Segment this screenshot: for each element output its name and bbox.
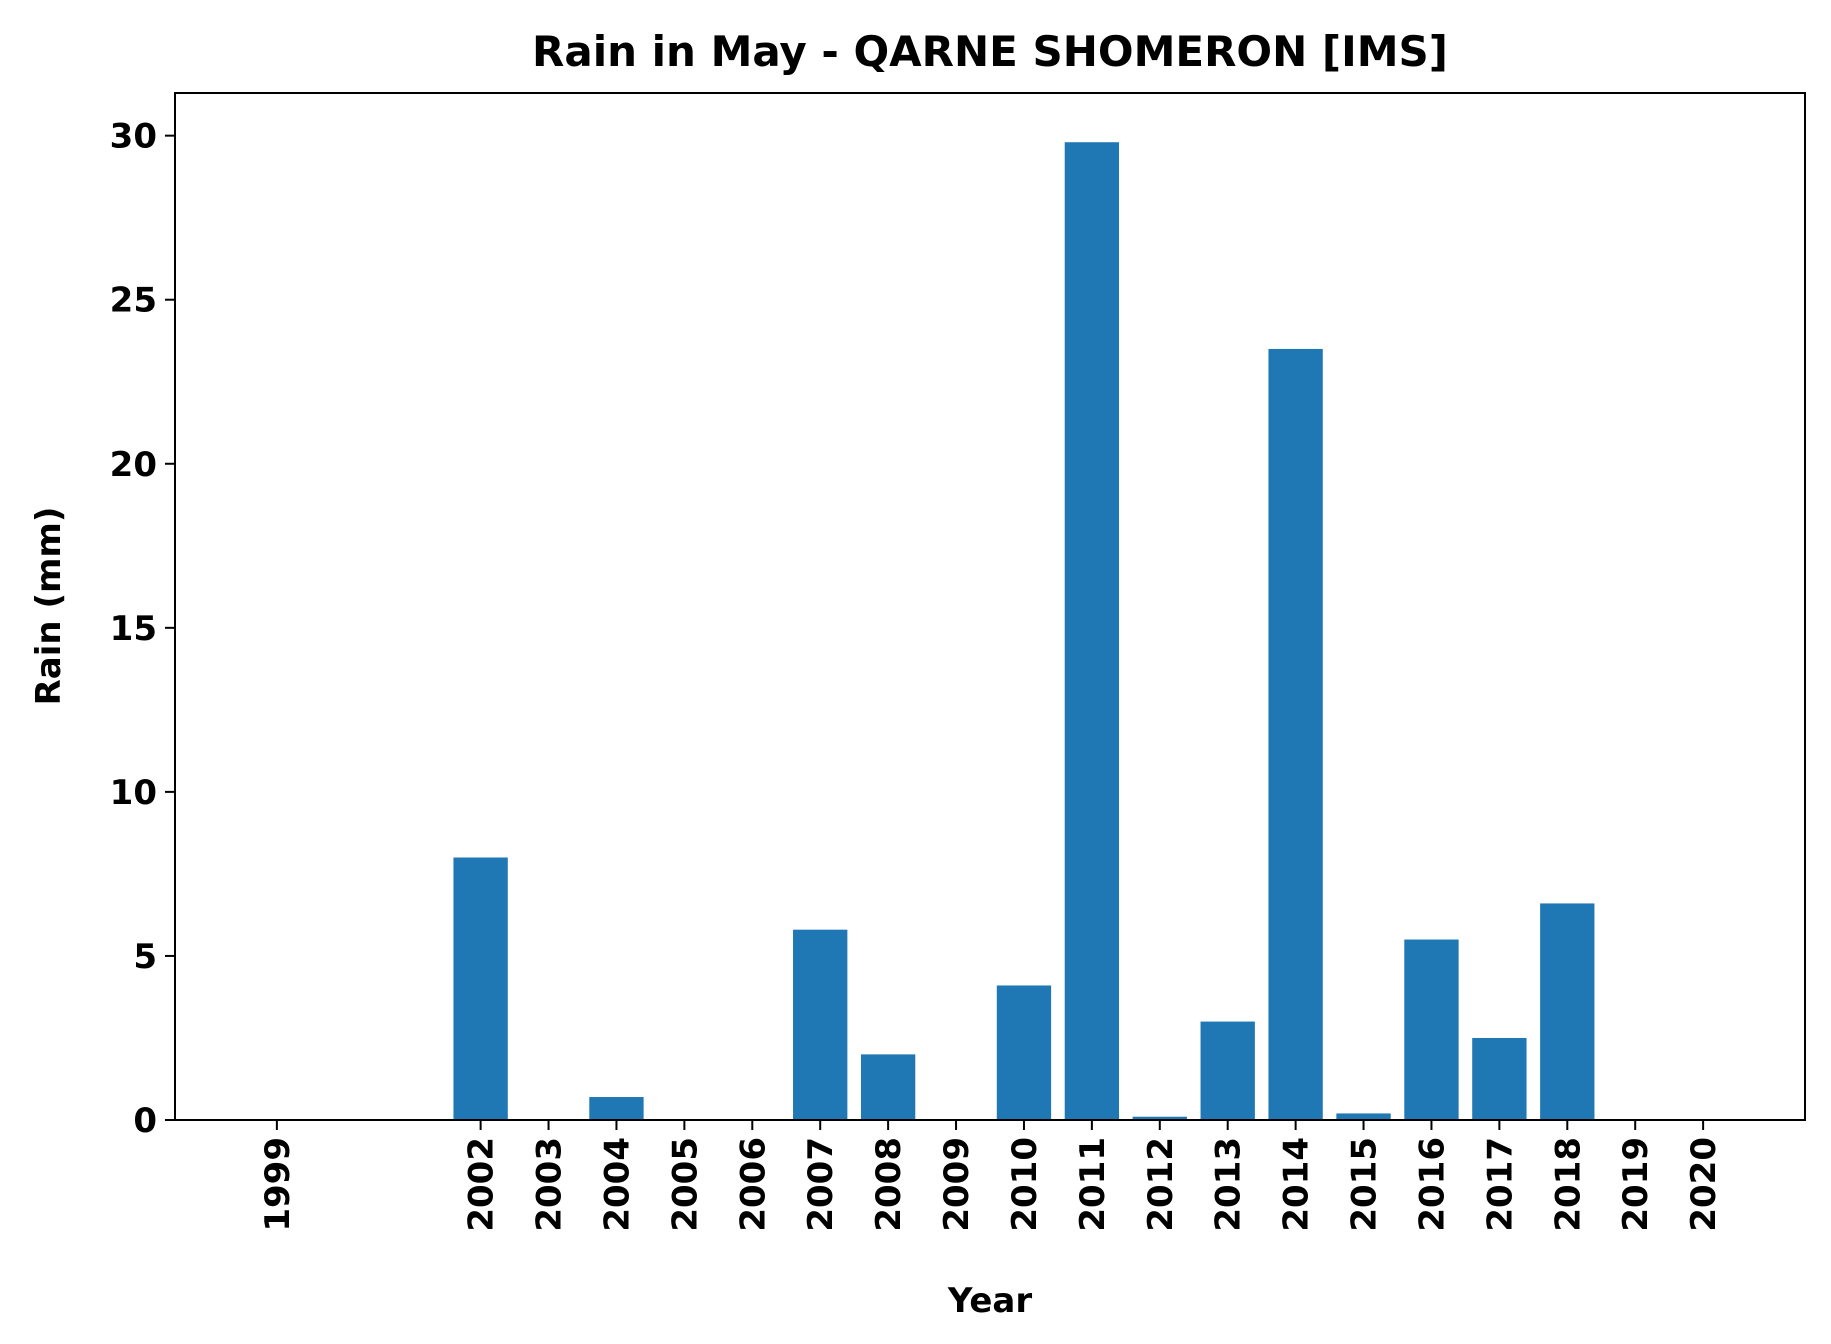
chart-title: Rain in May - QARNE SHOMERON [IMS]: [532, 27, 1448, 76]
x-tick-label-2012: 2012: [1141, 1137, 1181, 1232]
x-tick-label-2003: 2003: [530, 1137, 570, 1232]
y-axis-label: Rain (mm): [29, 507, 69, 706]
y-tick-label-10: 10: [110, 773, 157, 813]
x-tick-label-2013: 2013: [1209, 1137, 1249, 1232]
x-tick-label-2020: 2020: [1684, 1137, 1724, 1232]
x-tick-label-2018: 2018: [1548, 1137, 1588, 1232]
x-tick-label-2017: 2017: [1480, 1137, 1520, 1232]
x-axis-label: Year: [947, 1281, 1033, 1321]
bars-layer: [453, 142, 1595, 1121]
bar-2007: [793, 929, 848, 1120]
y-tick-label-5: 5: [133, 937, 157, 977]
plot-frame: [174, 92, 1806, 1121]
x-tick-label-2006: 2006: [733, 1137, 773, 1232]
y-tick-label-20: 20: [110, 445, 157, 485]
x-tick-label-2016: 2016: [1412, 1137, 1452, 1232]
x-tick-label-2015: 2015: [1345, 1137, 1385, 1232]
y-tick-label-25: 25: [110, 281, 157, 321]
bar-2015: [1336, 1113, 1391, 1120]
bar-2017: [1472, 1037, 1527, 1120]
bar-2002: [453, 857, 508, 1120]
bar-2010: [996, 985, 1052, 1120]
x-tick-label-2011: 2011: [1073, 1137, 1113, 1232]
x-tick-label-2004: 2004: [597, 1137, 637, 1232]
y-axis: 0 5 10 15 20 25 30: [110, 117, 175, 1141]
bar-2008: [860, 1054, 916, 1120]
bar-2004: [589, 1097, 644, 1120]
x-tick-label-2005: 2005: [665, 1137, 705, 1232]
bar-2013: [1200, 1021, 1255, 1120]
x-tick-label-2014: 2014: [1277, 1137, 1317, 1232]
x-axis: 1999 2002 2003 2004 2005 2006 2007 2008 2009 2010…: [258, 1120, 1724, 1232]
bar-2014: [1268, 348, 1323, 1120]
x-tick-label-2010: 2010: [1005, 1137, 1045, 1232]
y-tick-label-15: 15: [110, 609, 157, 649]
y-tick-label-0: 0: [133, 1101, 157, 1141]
bar-2016: [1404, 939, 1459, 1120]
bar-2018: [1540, 903, 1595, 1120]
x-tick-label-2019: 2019: [1616, 1137, 1656, 1232]
x-tick-label-2008: 2008: [869, 1137, 909, 1232]
x-tick-label-1999: 1999: [258, 1137, 298, 1232]
bar-2011: [1064, 142, 1120, 1121]
x-tick-label-2002: 2002: [462, 1137, 502, 1232]
x-tick-label-2007: 2007: [801, 1137, 841, 1232]
x-tick-label-2009: 2009: [937, 1137, 977, 1232]
y-tick-label-30: 30: [110, 117, 157, 157]
bar-2012: [1132, 1116, 1187, 1120]
